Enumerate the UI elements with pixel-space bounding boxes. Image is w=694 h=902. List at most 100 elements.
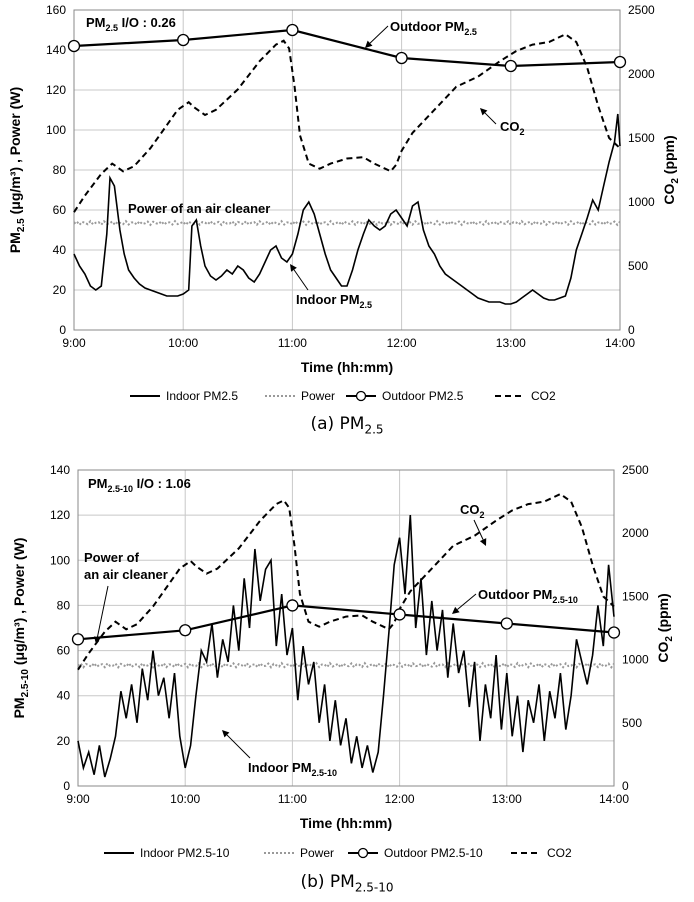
pm25-outdoor-annotation: Outdoor PM2.5	[390, 19, 477, 37]
pm25-ytick-label: 100	[46, 123, 66, 137]
pm2510-series-indoor	[77, 515, 615, 778]
pm25-ytick-label: 140	[46, 43, 66, 57]
pm2510-co2-annotation-sub: 2	[480, 510, 485, 520]
pm2510-ytick-label: 100	[50, 553, 70, 567]
pm2510-xtick-label: 12:00	[385, 792, 415, 806]
chart-pm2510: 0 20 40 60 80 100 120 140 0 500 1000 1500 2000 2500 9:…	[0, 450, 694, 902]
pm25-legend-label: Power	[301, 389, 335, 403]
pm25-y2tick-label: 1500	[628, 131, 655, 145]
caption-pm25-text: (a) PM	[310, 414, 365, 434]
pm2510-legend-item: CO2	[511, 846, 572, 860]
pm25-ytick-label: 20	[53, 283, 67, 297]
pm25-ytick-label: 60	[53, 203, 67, 217]
pm25-legend-label: Outdoor PM2.5	[382, 389, 464, 403]
pm2510-xtick-label: 13:00	[492, 792, 522, 806]
pm2510-indoor-annotation-main: Indoor PM	[248, 760, 312, 775]
pm2510-co2-arrow-shaft	[473, 519, 484, 540]
pm2510-legend-label: Power	[300, 846, 334, 860]
pm2510-co2-arrow-head	[479, 538, 487, 546]
pm2510-co2-annotation-main: CO	[460, 502, 480, 517]
pm2510-yaxis-title-rest: (μg/m³) , Power (W)	[11, 538, 27, 669]
pm2510-outdoor-annotation-sub: 2.5-10	[552, 595, 578, 605]
pm2510-outdoor-point	[393, 608, 406, 621]
pm25-outdoor-arrow-head	[365, 40, 373, 48]
pm25-series-power	[73, 219, 621, 227]
pm2510-indoor-arrow-shaft	[226, 734, 251, 759]
pm2510-legend-item: Power	[264, 846, 334, 860]
pm2510-io-label-main: PM	[88, 476, 108, 491]
pm25-ytick-label: 160	[46, 3, 66, 17]
pm2510-plot-frame	[77, 469, 615, 787]
pm2510-outdoor-arrow-head	[452, 606, 460, 614]
pm2510-y2tick-label: 500	[622, 716, 642, 730]
chart-pm2510-svg: 0 20 40 60 80 100 120 140 0 500 1000 1500 2000 2500 9:…	[11, 463, 675, 860]
pm25-outdoor-point	[177, 33, 190, 47]
pm25-outdoor-point	[613, 55, 627, 69]
pm25-outdoor-annotation-sub: 2.5	[464, 27, 477, 37]
pm25-outdoor-point	[395, 51, 408, 65]
pm25-outdoor-point	[504, 59, 517, 73]
pm2510-power-arrow-shaft	[96, 585, 109, 638]
pm25-y2tick-label: 500	[628, 259, 648, 273]
pm2510-legend-marker	[357, 847, 369, 859]
pm2510-ytick-label: 60	[57, 644, 71, 658]
pm25-y2tick-label: 2000	[628, 67, 655, 81]
pm2510-indoor-annotation: Indoor PM2.5-10	[248, 760, 337, 778]
pm25-legend-label: Indoor PM2.5	[166, 389, 238, 403]
pm2510-outdoor-arrow-shaft	[457, 593, 477, 610]
pm25-xaxis-title: Time (hh:mm)	[301, 359, 393, 375]
pm2510-xtick-label: 14:00	[599, 792, 629, 806]
pm25-outdoor-annotation-main: Outdoor PM	[390, 19, 464, 34]
chart-pm25: 0 20 40 60 80 100 120 140 160 0 500 1000 1500 2000 250…	[0, 0, 694, 450]
caption-pm25: (a) PM2.5	[0, 414, 694, 436]
pm2510-series-co2	[77, 492, 615, 671]
pm25-legend-item: Indoor PM2.5	[130, 389, 238, 403]
pm2510-y2tick-label: 1500	[622, 589, 649, 603]
pm25-yaxis-title-main: PM	[7, 232, 23, 253]
pm2510-outdoor-point	[607, 626, 621, 639]
pm25-xtick-label: 12:00	[387, 336, 417, 350]
pm2510-outdoor-point	[286, 599, 299, 612]
pm2510-ytick-label: 20	[57, 734, 71, 748]
pm25-legend-item: CO2	[495, 389, 556, 403]
pm25-y2tick-label: 0	[628, 323, 635, 337]
pm25-indoor-annotation-main: Indoor PM	[296, 292, 360, 307]
pm2510-xtick-label: 9:00	[66, 792, 90, 806]
pm2510-yaxis-title-sub: 2.5-10	[20, 669, 31, 698]
pm25-yaxis-title: PM2.5 (μg/m³) , Power (W)	[7, 87, 27, 253]
pm25-legend-item: Outdoor PM2.5	[346, 389, 464, 403]
pm25-co2-arrow-head	[480, 108, 488, 116]
pm25-ytick-label: 120	[46, 83, 66, 97]
pm2510-y2tick-label: 2500	[622, 463, 649, 477]
pm25-indoor-annotation-sub: 2.5	[360, 300, 373, 310]
pm2510-y2tick-label: 2000	[622, 526, 649, 540]
pm2510-power-arrow-head	[93, 636, 101, 644]
pm2510-legend-item: Outdoor PM2.5-10	[348, 846, 483, 860]
pm2510-outdoor-point	[179, 624, 192, 637]
pm2510-legend-label: CO2	[547, 846, 572, 860]
pm25-legend-marker	[355, 390, 367, 402]
pm25-y2tick-label: 1000	[628, 195, 655, 209]
pm25-yaxis-title-rest: (μg/m³) , Power (W)	[7, 87, 23, 218]
caption-pm2510-text: (b) PM	[300, 872, 355, 892]
pm2510-y2axis-title: CO2 (ppm)	[655, 593, 675, 662]
pm25-io-label-rest: I/O : 0.26	[118, 15, 176, 30]
pm25-indoor-annotation: Indoor PM2.5	[296, 292, 372, 310]
pm25-ytick-label: 40	[53, 243, 67, 257]
pm2510-outdoor-point	[500, 617, 513, 630]
pm25-co2-annotation: CO2	[500, 119, 525, 137]
chart-pm25-svg: 0 20 40 60 80 100 120 140 160 0 500 1000 1500 2000 250…	[7, 3, 681, 403]
pm25-series-indoor	[73, 113, 621, 305]
pm25-indoor-arrow-shaft	[293, 269, 309, 291]
pm2510-series-power	[77, 661, 615, 669]
pm25-co2-arrow-shaft	[484, 112, 497, 125]
pm25-ytick-label: 0	[59, 323, 66, 337]
pm2510-legend-label: Indoor PM2.5-10	[140, 846, 230, 860]
pm25-legend: Indoor PM2.5 Power Outdoor PM2.5 CO2	[130, 389, 556, 403]
pm2510-co2-annotation: CO2	[460, 502, 485, 520]
pm2510-outdoor-annotation: Outdoor PM2.5-10	[478, 587, 578, 605]
pm25-indoor-arrow-head	[290, 264, 297, 272]
pm25-series-co2	[73, 33, 621, 213]
pm25-outdoor-point	[67, 39, 81, 53]
pm2510-io-label: PM2.5-10 I/O : 1.06	[88, 476, 191, 494]
